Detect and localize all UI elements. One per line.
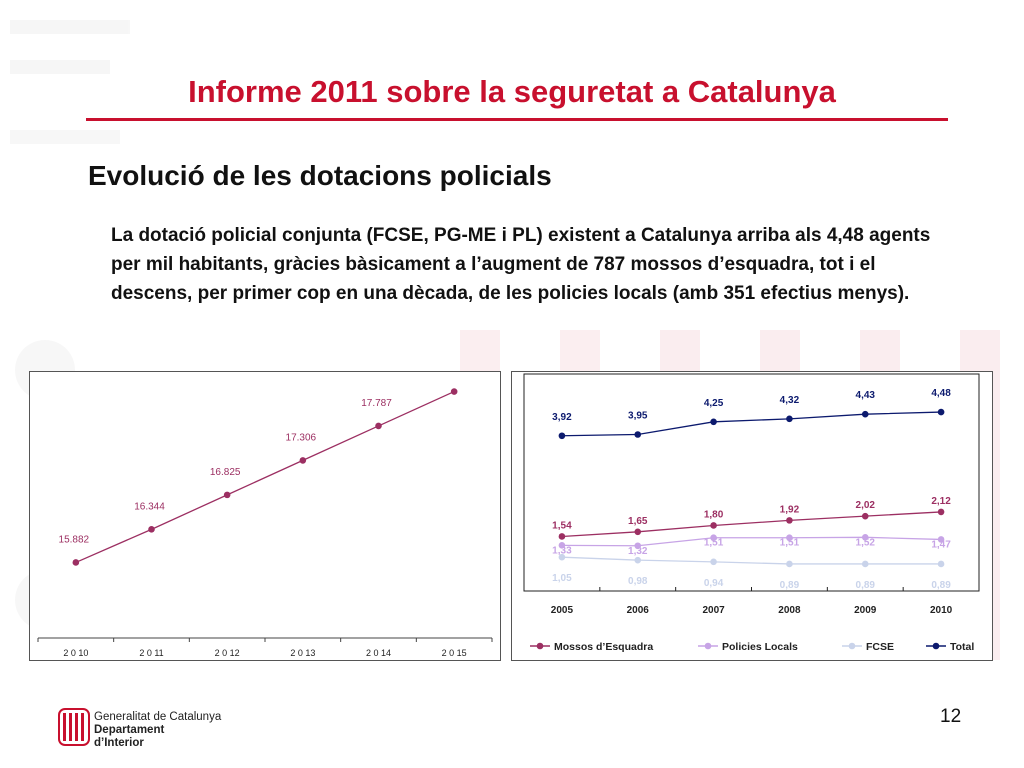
x-tick-label: 2010 [930,605,953,616]
footer-line-3: d’Interior [94,737,144,749]
data-label: 1,52 [856,537,876,548]
data-label: 1,54 [552,520,572,531]
data-point [223,491,231,499]
legend-label: Total [950,641,974,653]
data-point [937,508,945,516]
legend-label: Mossos d’Esquadra [554,641,653,653]
data-label: 0,89 [780,580,800,591]
legend-marker [932,642,940,650]
data-point [634,556,642,564]
data-point [861,410,869,418]
data-label: 16.825 [210,467,241,478]
x-tick-label: 2 0 14 [366,648,391,658]
data-label: 1,92 [780,504,800,515]
data-point [558,533,566,540]
legend-label: FCSE [866,641,894,653]
legend-marker [848,642,856,650]
series-line [75,390,455,564]
data-label: 2,12 [931,496,951,507]
x-tick-label: 2 0 11 [139,648,163,658]
data-label: 17.306 [286,432,317,443]
data-label: 3,95 [628,411,648,422]
data-point [558,542,566,549]
data-label: 2,02 [856,500,876,511]
data-label: 4,43 [856,390,876,401]
data-point [861,512,869,520]
data-label: 0,98 [628,576,648,587]
data-point [375,422,382,430]
data-point [937,560,945,568]
chart-projection: 2 0 10 2 0 11 2 0 12 2 0 13 2 0 14 2 0 15 15.8… [29,364,501,661]
data-point [710,418,717,426]
footer-line-1: Generalitat de Catalunya [94,711,222,723]
x-tick-label: 2009 [854,605,877,616]
data-label: 0,89 [931,580,951,591]
series-line [561,556,942,565]
data-point [861,560,869,568]
data-label: 1,05 [552,573,572,584]
legend-marker [704,642,712,650]
data-point [861,534,869,541]
data-label: 4,48 [931,388,951,399]
data-point [786,560,793,568]
x-tick-label: 2006 [627,605,650,616]
data-label: 17.787 [361,398,392,409]
data-point [558,432,566,440]
data-label: 16.344 [134,501,165,512]
data-point [710,558,717,566]
data-label: 1,32 [628,546,648,557]
x-tick-label: 2 0 15 [442,648,467,658]
data-label: 0,89 [856,580,876,591]
data-point [634,542,642,550]
data-label: 1,47 [931,539,951,550]
chart-evolution-svg: 2005 2006 2007 2008 2009 2010 1,54 1,65 1,80 1,92… [523,373,980,653]
data-label: 1,51 [704,538,724,549]
data-point [450,388,458,395]
data-label: 4,32 [780,395,800,406]
page-number: 12 [940,706,962,727]
x-tick-label: 2008 [778,605,801,616]
data-label: 4,25 [704,398,724,409]
chart-projection-svg: 2 0 10 2 0 11 2 0 12 2 0 13 2 0 14 2 0 15 15.8… [37,364,493,658]
x-tick-label: 2 0 12 [215,648,240,658]
data-point [937,408,945,416]
data-point [634,431,642,438]
chart-evolution: 2005 2006 2007 2008 2009 2010 1,54 1,65 1,80 1,92… [511,371,993,661]
title-underline [86,118,948,121]
data-point [786,415,793,423]
data-label: 1,51 [780,538,800,549]
data-point [148,526,155,533]
slide-title: Informe 2011 sobre la seguretat a Catalu… [188,74,836,109]
data-point [558,553,566,561]
footer-department: Generalitat de Catalunya Departament d’I… [94,711,221,750]
data-label: 1,65 [628,516,648,527]
series-line [561,511,942,538]
series-line [561,411,942,437]
legend-marker [536,642,544,650]
data-point [786,534,793,542]
data-label: 1,80 [704,509,724,520]
data-point [937,536,945,543]
data-label: 0,94 [704,578,724,589]
footer-line-2: Departament [94,724,165,736]
x-tick-label: 2 0 13 [290,648,315,658]
data-point [786,517,793,524]
slide-subtitle: Evolució de les dotacions policials [88,160,552,191]
data-point [634,528,642,536]
body-paragraph: La dotació policial conjunta (FCSE, PG-M… [111,225,931,304]
data-label: 3,92 [552,412,572,423]
data-point [299,457,307,464]
legend-label: Policies Locals [722,641,798,653]
x-tick-label: 2007 [702,605,725,616]
generalitat-logo-icon [58,708,90,746]
x-tick-label: 2 0 10 [63,648,88,658]
series-line [561,536,942,547]
data-point [710,522,717,529]
data-label: 15.882 [59,534,90,545]
data-label: 1,33 [552,545,572,556]
data-label: 18.267 [437,372,468,375]
data-point [710,534,717,542]
data-point [72,559,80,566]
x-tick-label: 2005 [551,605,574,616]
